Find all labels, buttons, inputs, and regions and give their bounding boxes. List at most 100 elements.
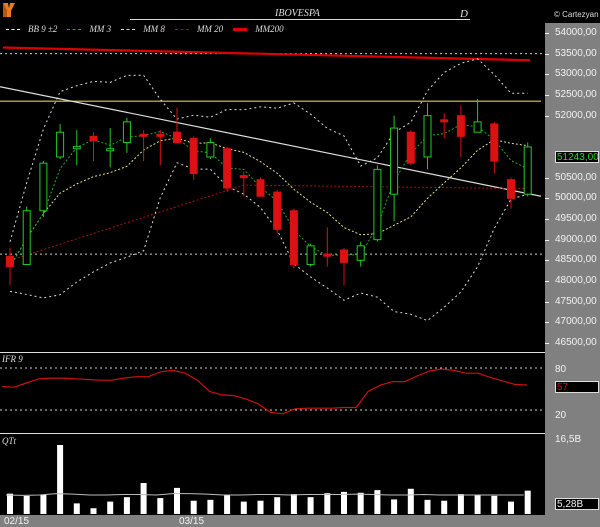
- bullish-candle: [356, 245, 365, 261]
- bearish-candle: [507, 179, 515, 199]
- bullish-candle: [306, 245, 315, 265]
- legend-label: MM 20: [196, 24, 224, 34]
- chart-title: IBOVESPA: [275, 8, 320, 19]
- ifr-line: [1, 368, 528, 415]
- bearish-candle: [406, 131, 415, 164]
- bullish-candle: [39, 162, 48, 212]
- volume-bar: [357, 492, 364, 514]
- mm8-line: [9, 137, 528, 267]
- legend-item-mm3[interactable]: MM 3: [67, 24, 111, 34]
- bullish-candle: [56, 131, 65, 158]
- mm3-line: [9, 124, 528, 267]
- volume-bar: [90, 508, 97, 514]
- bearish-candle: [239, 175, 248, 179]
- price-tick: [545, 301, 549, 303]
- legend-label: MM 8: [143, 24, 165, 34]
- bearish-candle: [156, 133, 165, 137]
- title-underline: [130, 19, 470, 20]
- price-label: 47000,00: [555, 316, 597, 328]
- bearish-candle: [289, 210, 298, 265]
- volume-bar: [274, 497, 281, 514]
- bearish-candle: [89, 135, 98, 141]
- bearish-candle: [340, 249, 348, 263]
- price-label: 52000,00: [555, 109, 597, 121]
- bullish-candle: [206, 142, 215, 158]
- volume-bar: [307, 497, 314, 514]
- bullish-candle: [390, 127, 399, 195]
- panel-separator: [0, 433, 545, 434]
- volume-bar: [190, 500, 197, 514]
- volume-bar: [123, 497, 130, 514]
- price-tick: [545, 342, 549, 344]
- volume-bar: [224, 494, 231, 514]
- legend-item-mm200[interactable]: MM200: [233, 24, 284, 34]
- bearish-candle: [173, 131, 181, 144]
- period-label: D: [460, 8, 468, 20]
- volume-bar: [341, 491, 347, 514]
- legend-item-mm20[interactable]: MM 20: [174, 24, 224, 34]
- volume-bar: [107, 501, 114, 514]
- bollinger-lower-band: [9, 162, 528, 322]
- volume-current-badge: 5,28B: [555, 498, 599, 510]
- ifr-panel-label: IFR 9: [2, 354, 23, 364]
- volume-bar: [290, 494, 297, 514]
- volume-bar: [23, 495, 30, 514]
- legend-item-mm8[interactable]: MM 8: [121, 24, 165, 34]
- ifr-current-badge: 57: [555, 381, 599, 393]
- bearish-candle: [139, 133, 148, 137]
- volume-bar: [240, 501, 247, 514]
- trend-line: [0, 86, 542, 197]
- price-tick: [545, 115, 549, 117]
- price-label: 46500,00: [555, 336, 597, 348]
- price-label: 50000,00: [555, 192, 597, 204]
- price-tick: [545, 218, 549, 220]
- price-label: 52500,00: [555, 88, 597, 100]
- volume-bar: [491, 495, 498, 514]
- panel-separator: [0, 352, 545, 353]
- legend-item-bb[interactable]: BB 9 ±2: [6, 24, 57, 34]
- price-tick: [545, 53, 549, 55]
- bearish-candle: [440, 119, 449, 123]
- price-axis[interactable]: [545, 23, 600, 527]
- bearish-candle: [189, 137, 198, 175]
- price-label: 48000,00: [555, 274, 597, 286]
- volume-bar: [524, 490, 531, 514]
- price-label: 47500,00: [555, 295, 597, 307]
- price-tick: [545, 198, 549, 200]
- volume-bar: [207, 499, 214, 514]
- price-label: 49000,00: [555, 233, 597, 245]
- price-tick: [545, 94, 549, 96]
- volume-bar: [40, 494, 47, 514]
- legend-label: MM 3: [89, 24, 112, 34]
- volume-bar: [508, 501, 514, 514]
- volume-max-label: 16,5B: [555, 434, 582, 445]
- bearish-candle: [256, 179, 265, 197]
- copyright-label: © Cartezyan: [554, 10, 599, 19]
- price-tick: [545, 280, 549, 282]
- price-label: 50500,00: [555, 171, 597, 183]
- volume-bar: [7, 493, 13, 514]
- bullish-candle: [122, 121, 131, 144]
- price-label: 48500,00: [555, 254, 597, 266]
- bullish-candle: [22, 210, 31, 265]
- mm200-line: [2, 46, 531, 62]
- current-price-badge: 51243,00: [555, 151, 599, 163]
- bearish-candle: [6, 255, 14, 268]
- volume-bar: [157, 498, 164, 514]
- volume-bar: [257, 500, 264, 514]
- volume-bar: [441, 500, 448, 514]
- price-tick: [545, 74, 549, 76]
- volume-bar: [374, 490, 381, 514]
- bearish-candle: [323, 253, 332, 257]
- bullish-candle: [473, 121, 482, 133]
- date-label-feb: 02/15: [4, 516, 30, 527]
- price-tick: [545, 177, 549, 179]
- legend-label: MM200: [255, 24, 284, 34]
- time-axis[interactable]: [0, 515, 545, 527]
- price-label: 54000,00: [555, 27, 597, 38]
- price-tick: [545, 239, 549, 241]
- volume-bar: [424, 499, 431, 514]
- volume-bar: [457, 494, 464, 514]
- price-chart-canvas[interactable]: [0, 0, 545, 515]
- legend-label: BB 9 ±2: [28, 24, 58, 34]
